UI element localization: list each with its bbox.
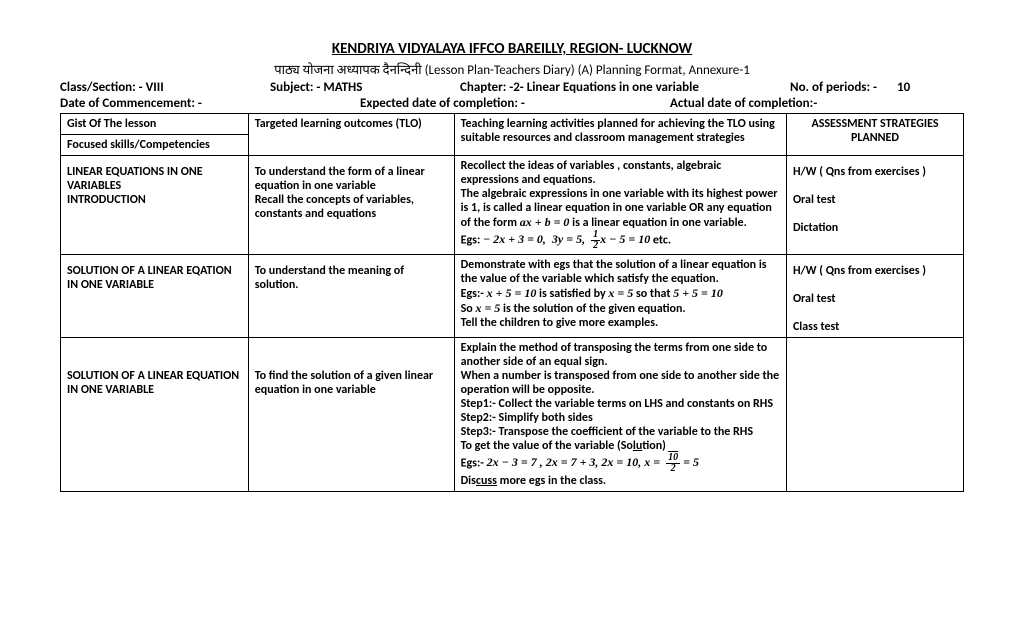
commencement: Date of Commencement: - <box>60 96 360 111</box>
col-tlo-header: Targeted learning outcomes (TLO) <box>248 114 454 156</box>
gist-cell: SOLUTION OF A LINEAR EQATION IN ONE VARI… <box>61 255 249 338</box>
col-activities-header: Teaching learning activities planned for… <box>454 114 786 156</box>
tlo-text: To understand the form of a linear equat… <box>255 165 425 221</box>
class-section: Class/Section: - VIII <box>60 80 270 95</box>
chapter: Chapter: -2- Linear Equations in one var… <box>460 80 790 95</box>
col-gist-header-b: Focused skills/Competencies <box>61 135 249 156</box>
lesson-plan-table: Gist Of The lesson Targeted learning out… <box>60 113 964 492</box>
tlo-cell: To understand the meaning of solution. <box>248 255 454 338</box>
assessment-header-line1: ASSESSMENT STRATEGIES <box>811 117 938 131</box>
expected-completion: Expected date of completion: - <box>360 96 670 111</box>
activity-cell: Explain the method of transposing the te… <box>454 338 786 492</box>
assessment-text: H/W ( Qns from exercises )Oral testDicta… <box>793 165 926 235</box>
assessment-cell: H/W ( Qns from exercises )Oral testClass… <box>786 255 963 338</box>
actual-completion: Actual date of completion:- <box>670 96 817 111</box>
tlo-text: To understand the meaning of solution. <box>255 264 404 292</box>
periods-value: 10 <box>877 80 910 95</box>
gist-cell: LINEAR EQUATIONS IN ONE VARIABLESINTRODU… <box>61 156 249 255</box>
assessment-header-line2: PLANNED <box>851 131 899 145</box>
table-row: LINEAR EQUATIONS IN ONE VARIABLESINTRODU… <box>61 156 964 255</box>
activity-cell: Demonstrate with egs that the solution o… <box>454 255 786 338</box>
periods-label: No. of periods: - <box>790 80 877 95</box>
assessment-text: H/W ( Qns from exercises )Oral testClass… <box>793 264 926 334</box>
gist-cell: SOLUTION OF A LINEAR EQUATION IN ONE VAR… <box>61 338 249 492</box>
meta-row-2: Date of Commencement: - Expected date of… <box>60 96 964 111</box>
table-row: SOLUTION OF A LINEAR EQUATION IN ONE VAR… <box>61 338 964 492</box>
tlo-cell: To understand the form of a linear equat… <box>248 156 454 255</box>
gist-text: SOLUTION OF A LINEAR EQATION IN ONE VARI… <box>67 264 232 292</box>
document-title: KENDRIYA VIDYALAYA IFFCO BAREILLY, REGIO… <box>60 40 964 58</box>
meta-row-1: Class/Section: - VIII Subject: - MATHS C… <box>60 80 964 95</box>
gist-text: LINEAR EQUATIONS IN ONE VARIABLESINTRODU… <box>67 165 203 207</box>
col-assessment-header: ASSESSMENT STRATEGIES PLANNED <box>786 114 963 156</box>
activity-cell: Recollect the ideas of variables , const… <box>454 156 786 255</box>
col-gist-header-a: Gist Of The lesson <box>61 114 249 135</box>
table-row: SOLUTION OF A LINEAR EQATION IN ONE VARI… <box>61 255 964 338</box>
assessment-cell: H/W ( Qns from exercises )Oral testDicta… <box>786 156 963 255</box>
tlo-text: To find the solution of a given linear e… <box>255 369 433 397</box>
tlo-cell: To find the solution of a given linear e… <box>248 338 454 492</box>
assessment-cell <box>786 338 963 492</box>
gist-text: SOLUTION OF A LINEAR EQUATION IN ONE VAR… <box>67 369 239 397</box>
header-row-1: Gist Of The lesson Targeted learning out… <box>61 114 964 135</box>
document-subtitle: पाठ्य योजना अध्यापक दैनन्दिनी (Lesson Pl… <box>60 60 964 78</box>
subject: Subject: - MATHS <box>270 80 460 95</box>
